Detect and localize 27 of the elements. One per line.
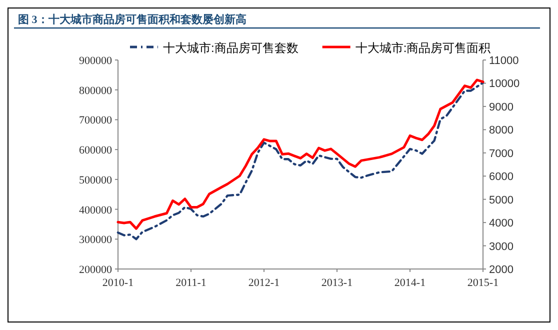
y-tick-label: 900000 [79, 55, 112, 67]
y2-tick-label: 9000 [489, 101, 514, 114]
y-tick-label: 600000 [79, 144, 112, 157]
legend-label: 十大城市:商品房可售面积 [355, 41, 491, 55]
y2-tick-label: 6000 [489, 171, 514, 184]
y-tick-label: 200000 [79, 264, 112, 276]
y-tick-label: 800000 [79, 84, 112, 97]
y-tick-label: 700000 [79, 114, 112, 127]
x-tick-label: 2014-1 [394, 277, 426, 289]
y2-tick-label: 2000 [489, 264, 514, 276]
y2-tick-label: 10000 [489, 78, 520, 90]
x-tick-label: 2010-1 [102, 277, 134, 289]
y2-tick-label: 8000 [489, 124, 514, 137]
y2-tick-label: 3000 [489, 240, 514, 253]
x-tick-label: 2011-1 [176, 277, 206, 289]
y2-tick-label: 4000 [489, 218, 514, 230]
x-tick-label: 2015-1 [467, 277, 499, 289]
y-tick-label: 500000 [79, 174, 112, 186]
y2-tick-label: 5000 [489, 194, 514, 206]
x-tick-label: 2013-1 [321, 277, 353, 289]
legend-label: 十大城市:商品房可售套数 [163, 41, 298, 55]
x-tick-label: 2012-1 [248, 277, 280, 289]
y-tick-label: 300000 [79, 234, 112, 246]
y2-tick-label: 11000 [489, 55, 519, 67]
y-tick-label: 400000 [79, 204, 112, 216]
y2-tick-label: 7000 [489, 148, 514, 160]
chart-title: 图 3：十大城市商品房可售面积和套数屡创新高 [18, 13, 246, 26]
